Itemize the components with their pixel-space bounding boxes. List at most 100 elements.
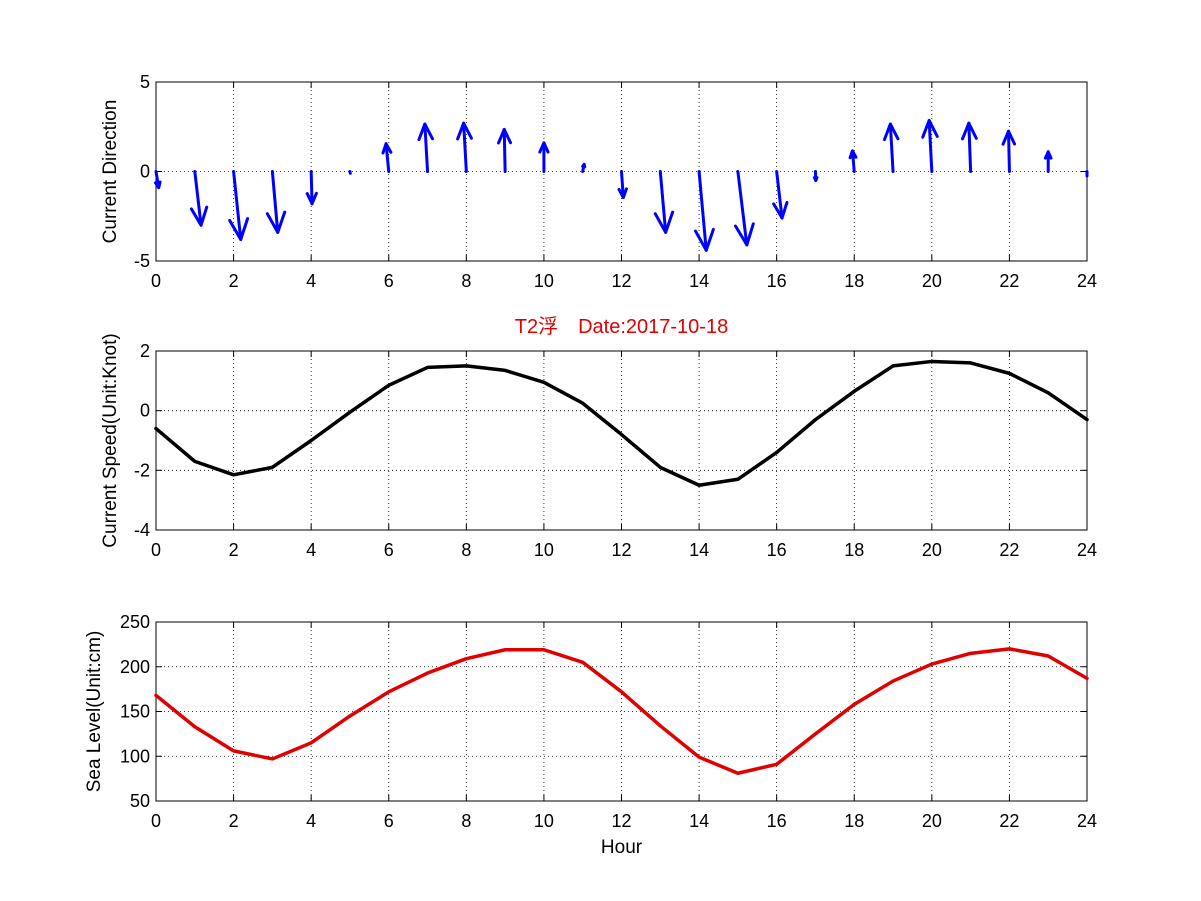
arrow-head [538,141,550,154]
quiver-arrow [417,122,434,173]
quiver-arrow [497,127,513,173]
arrow-shaft [384,142,391,173]
x-tick-labels: 0 2 4 6 8 10 12 14 16 18 20 22 24 [151,540,1097,560]
quiver-arrows [154,118,1089,252]
quiver-arrow [882,122,900,173]
x-tick-label: 24 [1077,540,1097,560]
chart-title: T2浮 Date:2017-10-18 [515,315,728,338]
quiver-arrow [305,170,318,206]
x-tick-label: 16 [767,811,787,831]
arrow-head [653,210,675,234]
arrow-head [961,121,978,141]
current-direction-panel: 0 2 4 6 8 10 12 14 16 18 20 22 24 50-5 Current Direc… [100,72,1097,291]
x-tick-label: 0 [151,271,161,291]
y-tick-label: 0 [140,162,150,182]
x-tick-label: 18 [844,271,864,291]
x-tick-label: 22 [999,271,1019,291]
y-tick-label: 150 [120,702,150,722]
quiver-arrow [617,170,628,199]
quiver-arrow [921,118,939,173]
arrow-head [456,121,473,141]
x-tick-label: 12 [611,811,631,831]
arrow-head [497,127,513,145]
quiver-arrow [1043,150,1053,173]
arrow-head [1043,150,1053,160]
quiver-arrow [581,162,587,173]
x-tick-label: 12 [611,540,631,560]
x-tick-label: 14 [689,540,709,560]
x-tick-label: 12 [611,271,631,291]
x-tick-label: 0 [151,540,161,560]
arrow-shaft [736,170,749,247]
x-tick-label: 10 [534,540,554,560]
y-tick-label: 0 [140,401,150,421]
arrow-head [417,122,434,142]
speed-series [154,359,1089,487]
quiver-arrow [848,149,858,173]
series-line [154,359,1089,487]
arrow-shaft [967,121,973,173]
x-tick-label: 18 [844,540,864,560]
x-tick-label: 8 [461,811,471,831]
y-tick-label: -2 [134,460,150,480]
quiver-arrow [1001,129,1017,173]
arrow-head [812,176,819,182]
y-tick-label: 200 [120,657,150,677]
quiver-arrow [733,170,755,247]
x-tick-labels: 0 2 4 6 8 10 12 14 16 18 20 22 24 [151,271,1097,291]
arrow-head [693,227,715,252]
arrow-shaft [502,127,507,173]
grid-lines [155,350,1088,531]
y-axis-label: Current Direction [100,100,121,244]
quiver-arrow [772,170,789,220]
x-axis-label: Hour [601,837,643,858]
x-tick-label: 4 [306,811,316,831]
arrow-head [228,217,250,242]
arrow-head [154,180,162,190]
x-tick-label: 20 [922,811,942,831]
x-tick-label: 4 [306,540,316,560]
x-tick-label: 2 [229,271,239,291]
plot-frame [155,621,1088,802]
arrow-shaft [1007,129,1011,173]
arrow-shaft [775,170,784,220]
quiver-arrow [538,141,550,173]
arrow-head [265,210,287,234]
arrow-head [617,187,628,199]
arrow-head [581,162,587,169]
arrow-shaft [927,118,934,173]
arrow-head [882,122,900,142]
current-speed-panel: T2浮 Date:2017-10-18 0 2 4 6 8 10 12 14 16 18 20 22 2… [100,315,1097,560]
x-tick-label: 14 [689,271,709,291]
arrow-head [733,222,755,247]
y-tick-label: -4 [134,520,150,540]
quiver-arrow [228,170,250,242]
x-tick-label: 8 [461,540,471,560]
x-tick-label: 22 [999,811,1019,831]
x-tick-labels: 0 2 4 6 8 10 12 14 16 18 20 22 24 [151,811,1097,831]
x-tick-label: 8 [461,271,471,291]
arrow-head [848,149,858,160]
quiver-arrow [456,121,473,173]
grid-lines [155,81,1088,262]
x-tick-label: 14 [689,811,709,831]
quiver-arrow [265,170,287,234]
quiver-arrow [812,170,819,182]
x-tick-label: 4 [306,271,316,291]
y-tick-label: 5 [140,72,150,92]
sea-level-series [154,647,1089,776]
x-tick-label: 2 [229,540,239,560]
x-tick-label: 0 [151,811,161,831]
y-tick-label: -5 [134,251,150,271]
arrow-shaft [423,122,430,173]
x-tick-label: 2 [229,811,239,831]
y-tick-labels: 250 200 150 100 50 [120,612,150,811]
y-tick-label: 100 [120,746,150,766]
x-tick-label: 6 [384,540,394,560]
quiver-arrow [961,121,978,173]
arrow-shaft [462,121,468,173]
x-tick-label: 6 [384,271,394,291]
arrow-shaft [309,170,314,206]
x-tick-label: 24 [1077,811,1097,831]
